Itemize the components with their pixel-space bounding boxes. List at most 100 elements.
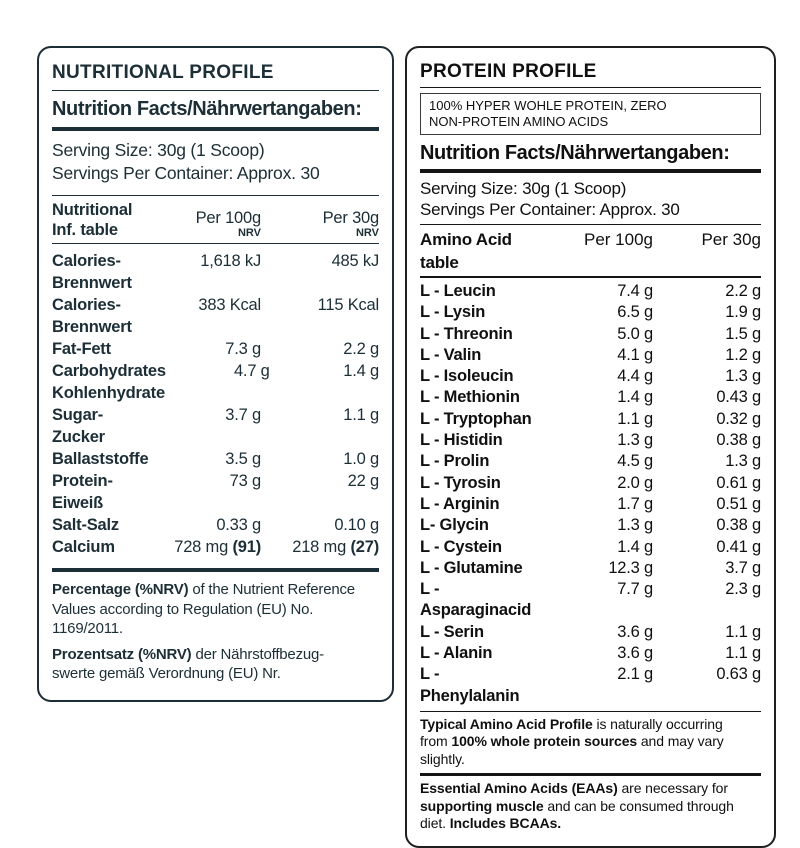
amino-acid-row: L - Alanin 3.6 g 1.1 g: [420, 643, 761, 664]
nrv-label: NRV: [355, 227, 379, 239]
per-100g-value: 3.5 g: [225, 450, 261, 468]
per-100g-value: 1.4 g: [617, 537, 653, 556]
per-100g-value: 383 Kcal: [198, 296, 261, 314]
amino-acid-row: L - Prolin 4.5 g 1.3 g: [420, 451, 761, 472]
nutrient-label: Salt-Salz: [52, 516, 119, 534]
amino-acid-row: L - Asparaginacid 7.7 g 2.3 g: [420, 579, 761, 622]
nrv-label: NRV: [237, 227, 261, 239]
per-100g-value: 7.3 g: [225, 340, 261, 358]
divider: [52, 90, 379, 91]
per-30g-value: 0.51 g: [716, 494, 761, 513]
amino-acid-row: L- Glycin 1.3 g 0.38 g: [420, 515, 761, 536]
per-30g-value: 0.61 g: [716, 473, 761, 492]
nutrition-row: Salt-Salz 0.33 g 0.10 g: [52, 514, 379, 536]
table-header: Amino Acid table Per 100g Per 30g: [420, 228, 761, 274]
per-30g-value: [269, 382, 379, 404]
amino-acid-row: L - Isoleucin 4.4 g 1.3 g: [420, 366, 761, 387]
nutrition-facts-heading: Nutrition Facts/Nährwertangaben:: [420, 142, 730, 164]
amino-acid-label: L - Methionin: [420, 388, 520, 407]
protein-claim-box: 100% HYPER WOHLE PROTEIN, ZERO NON-PROTE…: [420, 93, 761, 135]
nutrition-table-body: Calories-Brennwert 1,618 kJ 485 kJ Calor…: [52, 250, 379, 558]
divider: [52, 568, 379, 572]
note-bold: supporting muscle: [420, 797, 544, 814]
nutrition-row: Calories-Brennwert 1,618 kJ 485 kJ: [52, 250, 379, 294]
nutrient-label: Calories-Brennwert: [52, 252, 132, 292]
per-30g-value: 2.2 g: [343, 340, 379, 358]
nutrition-facts-heading: Nutrition Facts/Nährwertangaben:: [52, 98, 362, 120]
per-30g-column-header: Per 30g NRV: [261, 209, 380, 240]
per-30g-value: 1.1 g: [725, 622, 761, 641]
amino-acid-label: L - Threonin: [420, 324, 513, 343]
nutrition-row: Protein-Eiweiß 73 g 22 g: [52, 470, 379, 514]
note-bold: Typical Amino Acid Profile: [420, 715, 593, 732]
nutrient-label: Carbohydrates: [52, 362, 166, 380]
note-text: is naturally occurring from: [420, 715, 723, 750]
divider: [52, 127, 379, 131]
nutrient-label: Calcium: [52, 538, 115, 556]
amino-acid-label: L - Prolin: [420, 452, 490, 471]
per-30g-value: 2.3 g: [725, 580, 761, 599]
serving-size: Serving Size: 30g (1 Scoop): [420, 179, 627, 198]
nutrition-row: Ballaststoffe 3.5 g 1.0 g: [52, 448, 379, 470]
note-text: of the Nutrient Reference Values accordi…: [52, 581, 355, 637]
amino-acid-row: L - Cystein 1.4 g 0.41 g: [420, 537, 761, 558]
per-30g-value: 0.63 g: [716, 665, 761, 684]
amino-acid-label: L - Alanin: [420, 644, 493, 663]
nutrition-row: Fat-Fett 7.3 g 2.2 g: [52, 338, 379, 360]
nutrient-label: Kohlenhydrate: [52, 384, 165, 402]
per-100g-value: 2.0 g: [617, 473, 653, 492]
amino-acid-row: L - Methionin 1.4 g 0.43 g: [420, 387, 761, 408]
serving-info: Serving Size: 30g (1 Scoop) Servings Per…: [52, 139, 379, 185]
per-30g-value: 0.43 g: [716, 388, 761, 407]
per-30g-value: 1.4 g: [343, 362, 379, 380]
divider: [52, 243, 379, 244]
amino-acid-label: L - Histidin: [420, 431, 503, 450]
per-30g-value: 1.0 g: [343, 450, 379, 468]
note-bold: 100% whole protein sources: [451, 733, 638, 750]
per-100g-label: Per 100g: [584, 230, 653, 249]
claim-line-2: NON-PROTEIN AMINO ACIDS: [429, 113, 609, 129]
nutrient-label: Sugar-Zucker: [52, 406, 105, 446]
amino-acid-label: L - Tyrosin: [420, 473, 501, 492]
per-100g-value: [165, 382, 269, 404]
amino-acid-row: L - Lysin 6.5 g 1.9 g: [420, 302, 761, 323]
per-30g-value: 2.2 g: [725, 282, 761, 300]
note-bold: Prozentsatz (%NRV): [52, 645, 192, 663]
per-30g-value: 1.3 g: [725, 367, 761, 386]
note-bold: Percentage (%NRV): [52, 581, 189, 598]
nutrition-row: Sugar-Zucker 3.7 g 1.1 g: [52, 404, 379, 448]
per-30g-label: Per 30g: [701, 230, 761, 249]
per-30g-value: 115 Kcal: [317, 296, 380, 314]
amino-acid-row: L - Threonin 5.0 g 1.5 g: [420, 324, 761, 345]
amino-acid-label: L - Asparaginacid: [420, 580, 532, 620]
per-100g-label: Per 100g: [195, 209, 262, 227]
per-100g-value: 1.7 g: [617, 494, 653, 513]
divider: [420, 276, 761, 278]
amino-acid-label: L - Phenylalanin: [420, 665, 520, 705]
note-bold: Essential Amino Acids (EAAs): [420, 780, 618, 797]
nrv-percent: (27): [350, 538, 379, 556]
amino-acid-label: L - Lysin: [420, 303, 486, 322]
per-100g-value: 0.33 g: [216, 516, 261, 534]
per-30g-value: 0.10 g: [334, 516, 379, 534]
per-30g-value: 1.5 g: [725, 324, 761, 343]
per-100g-value: 728 mg (91): [149, 536, 261, 558]
amino-acid-label: L - Valin: [420, 345, 482, 364]
nutrition-row: Calories-Brennwert 383 Kcal 115 Kcal: [52, 294, 379, 338]
per-100g-value: 4.4 g: [617, 367, 653, 386]
protein-profile-panel: PROTEIN PROFILE 100% HYPER WOHLE PROTEIN…: [405, 46, 776, 848]
serving-size: Serving Size: 30g (1 Scoop): [52, 140, 265, 160]
per-30g-value: 0.38 g: [716, 431, 761, 450]
amino-acid-row: L - Leucin 7.4 g 2.2 g: [420, 281, 761, 302]
nutrition-row: Carbohydrates 4.7 g 1.4 g: [52, 360, 379, 382]
per-100g-value: 7.4 g: [617, 282, 653, 300]
per-30g-value: 1.1 g: [725, 644, 761, 663]
amino-acid-row: L - Serin 3.6 g 1.1 g: [420, 622, 761, 643]
table-header-label: Nutritional Inf. table: [52, 201, 133, 239]
per-100g-value: 1.3 g: [617, 431, 653, 450]
note-text: der Nährstoffbezug-: [191, 645, 324, 663]
per-30g-value: 218 mg (27): [261, 536, 379, 558]
per-30g-value: 1.9 g: [725, 303, 761, 322]
per-100g-column-header: Per 100g NRV: [149, 209, 262, 240]
per-30g-value: 0.38 g: [716, 516, 761, 535]
